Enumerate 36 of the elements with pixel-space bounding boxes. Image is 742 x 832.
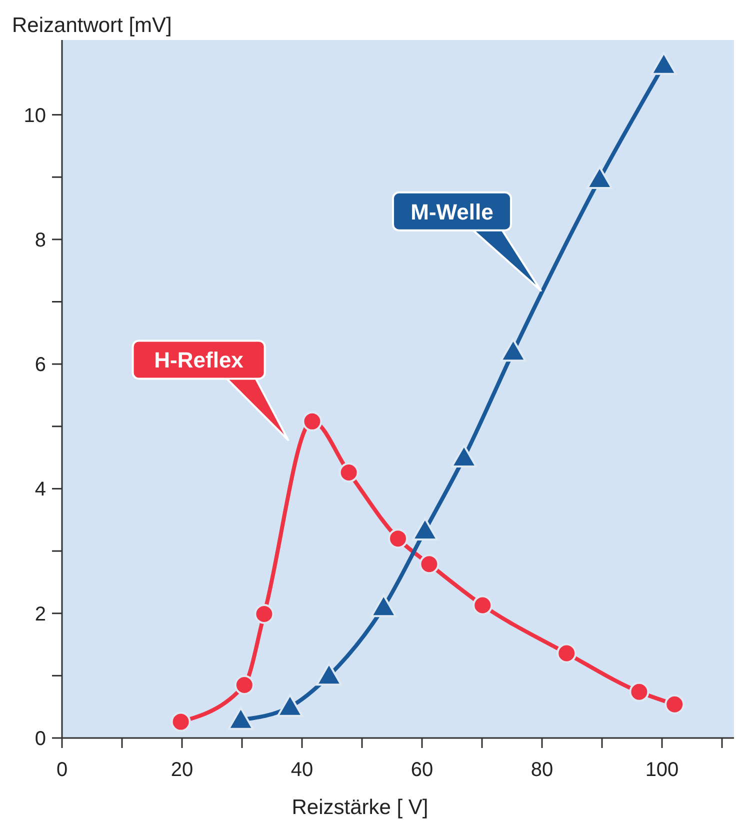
point <box>419 554 440 574</box>
x-tick-label: 80 <box>530 759 554 781</box>
x-tick-label: 40 <box>290 759 314 781</box>
point <box>170 712 191 732</box>
point <box>370 594 397 618</box>
point <box>412 517 438 540</box>
point <box>629 682 650 702</box>
point <box>586 166 613 189</box>
point <box>234 675 254 696</box>
point <box>338 462 359 482</box>
point <box>650 52 677 75</box>
x-tick-label: 0 <box>56 759 68 781</box>
point <box>556 643 577 664</box>
point <box>316 662 342 686</box>
point <box>276 694 304 717</box>
x-tick-label: 100 <box>645 759 679 781</box>
y-tick-label: 0 <box>34 728 46 750</box>
point <box>500 338 526 362</box>
y-tick-label: 8 <box>34 229 46 252</box>
text: H-Reflex <box>154 348 244 373</box>
y-tick-label: 10 <box>24 104 46 127</box>
point <box>254 604 274 624</box>
point <box>450 444 478 468</box>
point <box>302 411 322 432</box>
y-tick-label: 4 <box>34 478 46 501</box>
x-tick-label: 60 <box>410 759 434 781</box>
point <box>388 528 408 549</box>
x-axis-title: Reizstärke [ V] <box>292 796 428 819</box>
y-axis-title: Reizantwort [mV] <box>12 14 172 37</box>
text: M-Welle <box>410 199 494 224</box>
y-tick-label: 2 <box>34 603 46 626</box>
point <box>228 706 254 730</box>
x-tick-label: 20 <box>170 759 194 781</box>
point <box>472 595 493 616</box>
point <box>664 694 685 714</box>
y-tick-label: 6 <box>34 354 46 376</box>
